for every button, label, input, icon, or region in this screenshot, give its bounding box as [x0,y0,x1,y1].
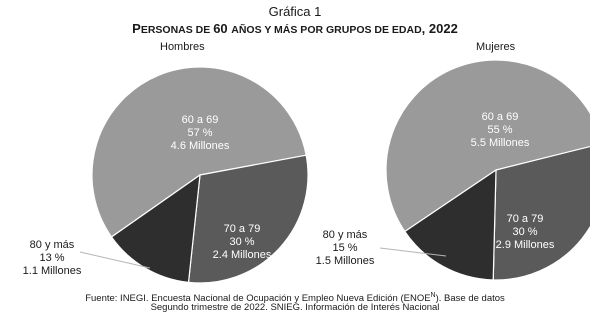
source-text-end: ). Base de datos [435,293,505,305]
pie-slice-hombres-80-mas [110,173,201,284]
pie-title-hombres: Hombres [160,41,205,53]
pie-slice-mujeres-60-69 [385,59,590,233]
chart-number: Gráfica 1 [268,4,322,19]
slice-label-hombres-60-69: 60 a 69 57 % 4.6 Millones [171,114,230,152]
pie-slice-hombres-60-69 [91,66,307,238]
source-text: Fuente: INEGI. Encuesta Nacional de Ocup… [85,293,431,305]
source-note-line2: Segundo trimestre de 2022. SNIEG. Inform… [150,302,440,313]
slice-label-hombres-80-mas: 80 y más 13 % 1.1 Millones [23,239,82,277]
title-part: P [132,21,141,36]
leader-line-mujeres [379,247,447,257]
source-superscript: N [430,292,436,299]
leader-line-hombres [79,251,151,269]
title-part: AÑOS Y MÁS POR GRUPOS DE EDAD [231,24,422,36]
chart-title: PERSONAS DE 60 AÑOS Y MÁS POR GRUPOS DE … [0,21,590,36]
title-part: , 2022 [421,21,458,36]
pie-slice-mujeres-80-mas [403,168,497,281]
title-part: ERSONAS DE [140,24,214,36]
pie-slice-hombres-70-79 [187,154,309,284]
title-part: 60 [213,21,232,36]
pie-slice-mujeres-70-79 [492,145,590,281]
slice-label-mujeres-80-mas: 80 y más 15 % 1.5 Millones [316,229,375,267]
slice-label-mujeres-70-79: 70 a 79 30 % 2.9 Millones [496,213,555,251]
pie-title-mujeres: Mujeres [476,41,516,53]
slice-label-mujeres-60-69: 60 a 69 55 % 5.5 Millones [471,111,530,149]
slice-label-hombres-70-79: 70 a 79 30 % 2.4 Millones [213,223,272,261]
source-note-line1: Fuente: INEGI. Encuesta Nacional de Ocup… [0,290,590,304]
